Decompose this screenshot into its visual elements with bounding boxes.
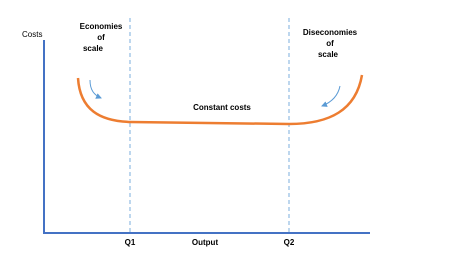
annotation: of xyxy=(97,33,105,42)
annotation: Diseconomies xyxy=(303,28,358,37)
annotation: of xyxy=(326,39,334,48)
annotation: Constant costs xyxy=(193,103,251,112)
marker-label: Q2 xyxy=(284,238,295,247)
y-label: Costs xyxy=(22,30,42,39)
arrow xyxy=(89,79,102,99)
cost-curve xyxy=(76,74,364,126)
annotation: scale xyxy=(318,50,339,59)
annotation: scale xyxy=(83,44,104,53)
x-label: Output xyxy=(192,238,219,247)
annotation: Economies xyxy=(80,22,123,31)
marker-label: Q1 xyxy=(125,238,136,247)
arrow xyxy=(321,85,341,107)
